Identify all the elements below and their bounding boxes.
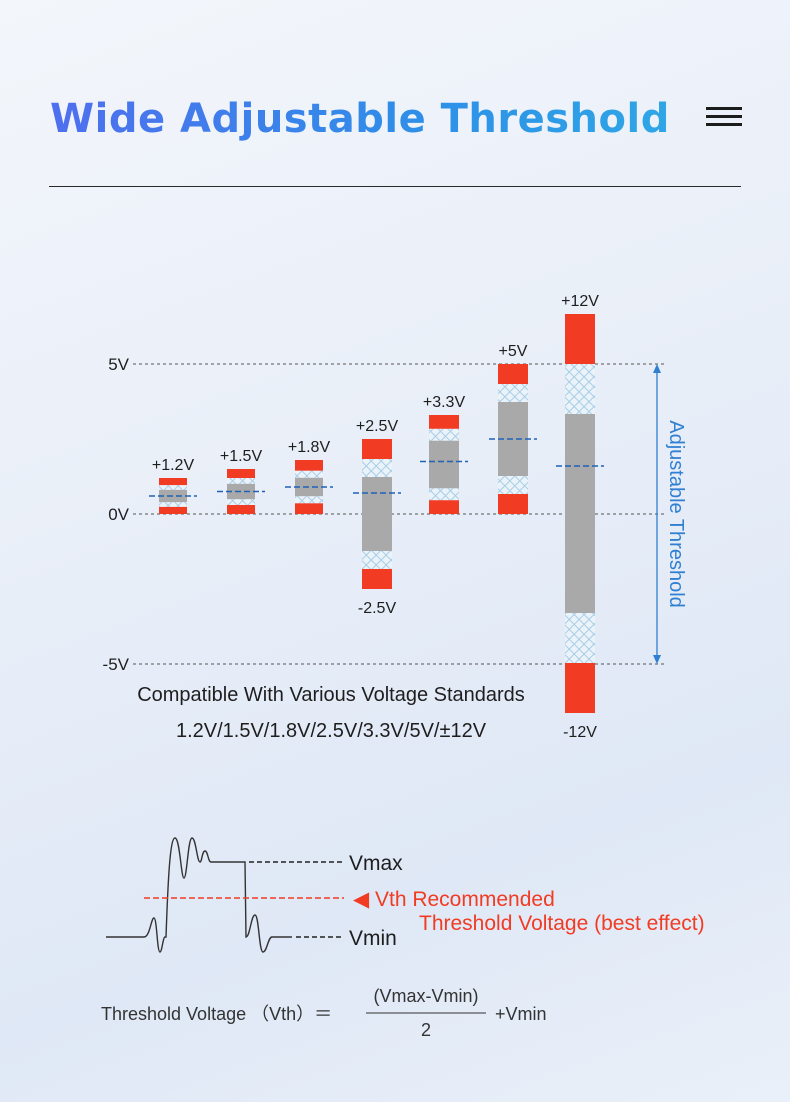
high-margin-3 bbox=[362, 459, 392, 477]
high-margin-4 bbox=[429, 428, 459, 441]
high-rail-0 bbox=[159, 478, 187, 486]
bar-label-1: +1.5V bbox=[220, 448, 263, 465]
high-rail-5 bbox=[498, 364, 528, 384]
bar-label-2: +1.8V bbox=[288, 439, 331, 456]
reference-lines bbox=[133, 363, 664, 665]
high-margin-0 bbox=[159, 485, 187, 490]
formula-prefix: Threshold Voltage （Vth）＝ bbox=[101, 1004, 332, 1024]
low-margin-6 bbox=[565, 613, 595, 663]
waveform-diagram: Vmax Vmin ◀ Vth Recommended Threshold Vo… bbox=[106, 837, 705, 953]
high-rail-2 bbox=[295, 460, 323, 471]
hamburger-menu-icon[interactable] bbox=[706, 107, 742, 129]
low-rail-3 bbox=[362, 569, 392, 589]
low-rail-6 bbox=[565, 663, 595, 713]
caption-line-2: 1.2V/1.5V/1.8V/2.5V/3.3V/5V/±12V bbox=[176, 720, 487, 742]
low-rail-1 bbox=[227, 505, 255, 514]
high-rail-6 bbox=[565, 314, 595, 364]
caption-line-1: Compatible With Various Voltage Standard… bbox=[137, 684, 525, 706]
adjustable-threshold-label: Adjustable Threshold bbox=[665, 420, 687, 608]
low-margin-2 bbox=[295, 496, 323, 504]
low-margin-4 bbox=[429, 488, 459, 501]
high-rail-4 bbox=[429, 415, 459, 429]
bars-layer: +1.2V +1.5V +1.8V +2.5V -2.5V +3.3V +5V +12V -12… bbox=[149, 293, 604, 741]
high-margin-2 bbox=[295, 470, 323, 478]
bar-label-6: +12V bbox=[561, 293, 599, 310]
low-rail-5 bbox=[498, 494, 528, 514]
adjust-band-4 bbox=[429, 440, 459, 489]
low-rail-2 bbox=[295, 503, 323, 514]
page-title: Wide Adjustable Threshold bbox=[50, 96, 670, 142]
low-margin-1 bbox=[227, 499, 255, 505]
bar-label-5: +5V bbox=[499, 343, 528, 360]
tick-label-0v: 0V bbox=[108, 505, 129, 524]
formula-suffix: +Vmin bbox=[495, 1004, 547, 1024]
vth-label-line1: ◀ Vth Recommended bbox=[353, 888, 555, 911]
title-divider bbox=[49, 186, 741, 187]
bar-label-3: +2.5V bbox=[356, 418, 399, 435]
signal-waveform bbox=[106, 837, 292, 953]
low-margin-0 bbox=[159, 502, 187, 507]
formula-numerator: (Vmax-Vmin) bbox=[373, 986, 478, 1006]
bar-low-label-3: -2.5V bbox=[358, 600, 397, 617]
high-rail-3 bbox=[362, 439, 392, 459]
high-margin-5 bbox=[498, 384, 528, 402]
high-rail-1 bbox=[227, 469, 255, 478]
threshold-formula: Threshold Voltage （Vth）＝ (Vmax-Vmin) 2 +… bbox=[101, 986, 547, 1040]
low-margin-3 bbox=[362, 551, 392, 569]
low-rail-0 bbox=[159, 506, 187, 514]
tick-label-5v: 5V bbox=[108, 355, 129, 374]
formula-denominator: 2 bbox=[421, 1020, 431, 1040]
adjust-band-6 bbox=[565, 414, 595, 613]
bar-low-label-6: -12V bbox=[563, 724, 597, 741]
vth-label-line2: Threshold Voltage (best effect) bbox=[419, 912, 705, 935]
high-margin-6 bbox=[565, 364, 595, 414]
bar-label-0: +1.2V bbox=[152, 457, 195, 474]
bar-label-4: +3.3V bbox=[423, 394, 466, 411]
high-margin-1 bbox=[227, 478, 255, 484]
tick-label-neg5v: -5V bbox=[103, 655, 130, 674]
low-rail-4 bbox=[429, 500, 459, 514]
adjust-band-3 bbox=[362, 477, 392, 551]
vmin-label: Vmin bbox=[349, 927, 397, 950]
low-margin-5 bbox=[498, 476, 528, 494]
vmax-label: Vmax bbox=[349, 852, 403, 875]
adjustable-arrow bbox=[653, 364, 661, 664]
